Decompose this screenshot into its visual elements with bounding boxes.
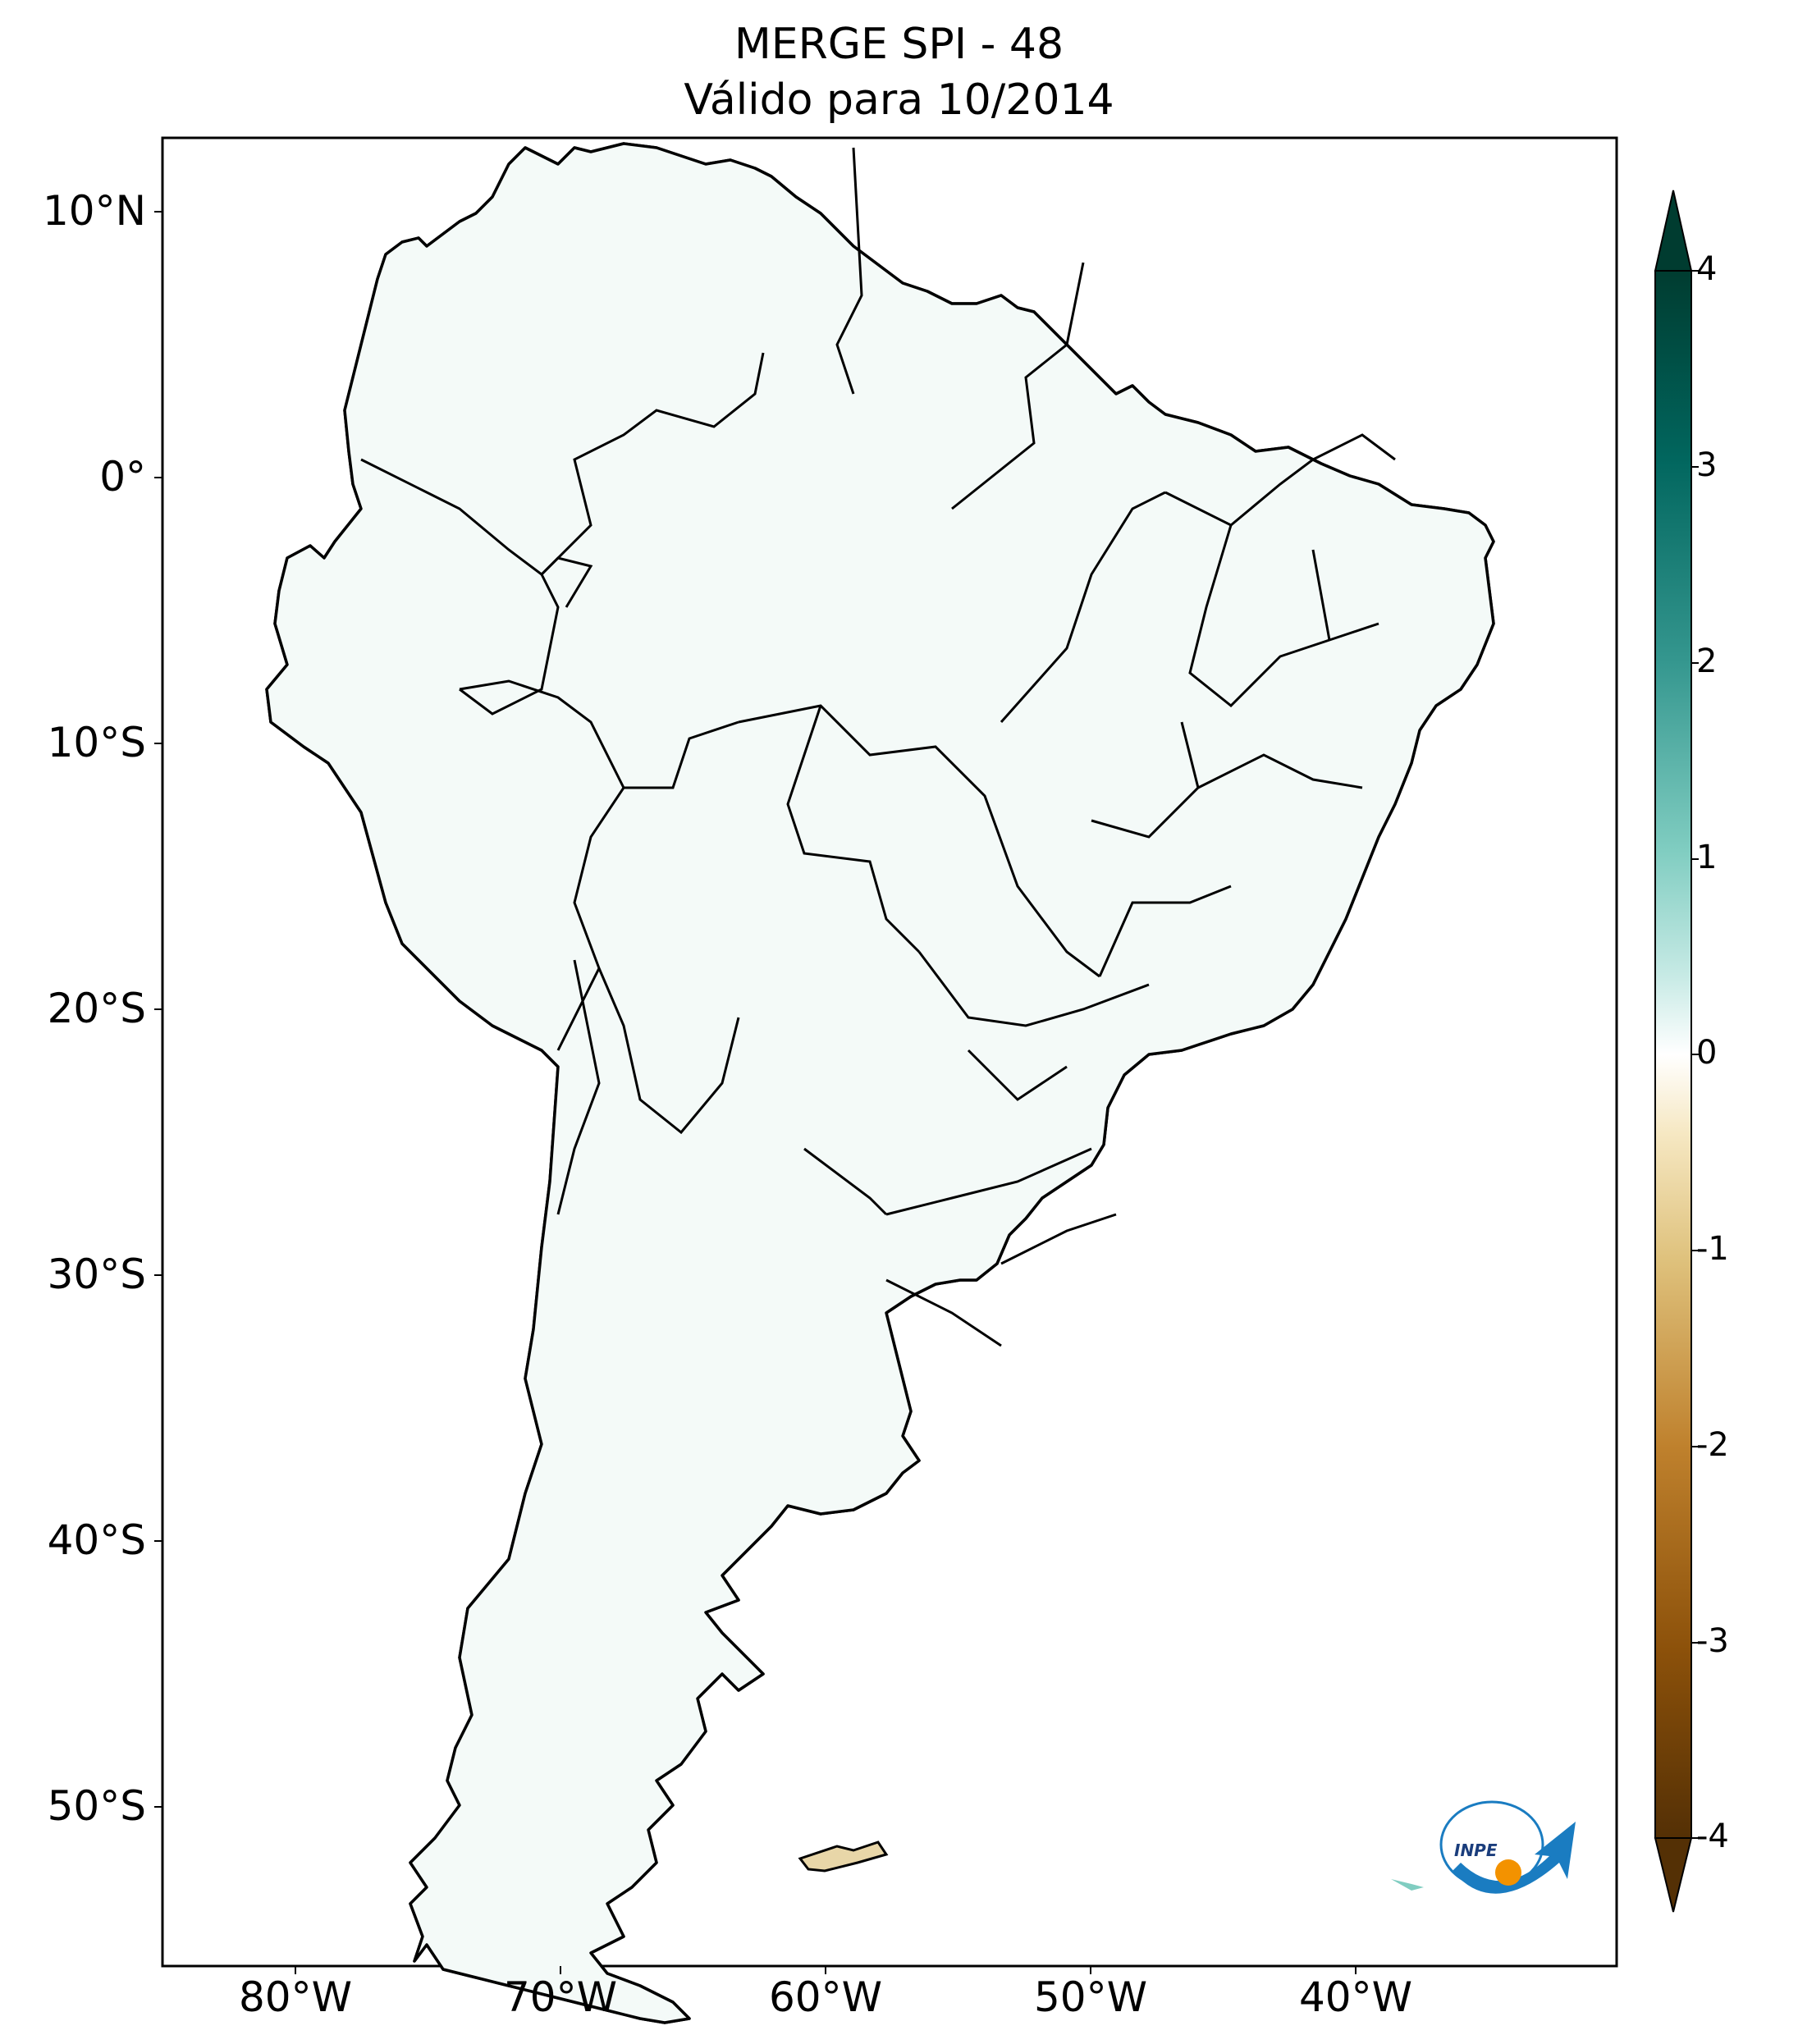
map-title: MERGE SPI - 48: [734, 20, 1064, 69]
colorbar-label: 0: [1696, 1034, 1718, 1072]
south-georgia: [1391, 1879, 1424, 1891]
colorbar-label: -2: [1696, 1426, 1729, 1464]
falkland-islands: [798, 1841, 889, 1873]
lat-label-20s: 20°S: [47, 985, 146, 1032]
colorbar-label: -1: [1696, 1230, 1729, 1268]
colorbar: [1654, 190, 1699, 1913]
political-borders: [360, 147, 1396, 1347]
lon-label-70w: 70°W: [503, 1973, 618, 2021]
lon-label-40w: 40°W: [1298, 1973, 1413, 2021]
axis-ticks: [154, 211, 1357, 1974]
map-subtitle: Válido para 10/2014: [684, 75, 1114, 125]
colorbar-extend-bottom: [1654, 1837, 1693, 1913]
lat-label-40s: 40°S: [47, 1516, 146, 1564]
colorbar-label: -4: [1696, 1818, 1729, 1855]
colorbar-label: 4: [1696, 250, 1718, 288]
colorbar-label: 1: [1696, 839, 1718, 876]
lon-label-80w: 80°W: [238, 1973, 353, 2021]
lon-label-60w: 60°W: [768, 1973, 883, 2021]
lon-label-50w: 50°W: [1033, 1973, 1148, 2021]
colorbar-extend-top: [1654, 190, 1693, 272]
inpe-logo: INPE: [1439, 1800, 1576, 1894]
colorbar-label: -3: [1696, 1622, 1729, 1660]
lat-label-10n: 10°N: [42, 187, 146, 235]
inpe-logo-text: INPE: [1454, 1841, 1498, 1860]
colorbar-label: 2: [1696, 642, 1718, 680]
colorbar-label: 3: [1696, 446, 1718, 484]
lat-label-10s: 10°S: [47, 719, 146, 766]
lat-label-30s: 30°S: [47, 1251, 146, 1298]
lat-label-50s: 50°S: [47, 1782, 146, 1830]
lat-label-0: 0°: [99, 453, 146, 501]
